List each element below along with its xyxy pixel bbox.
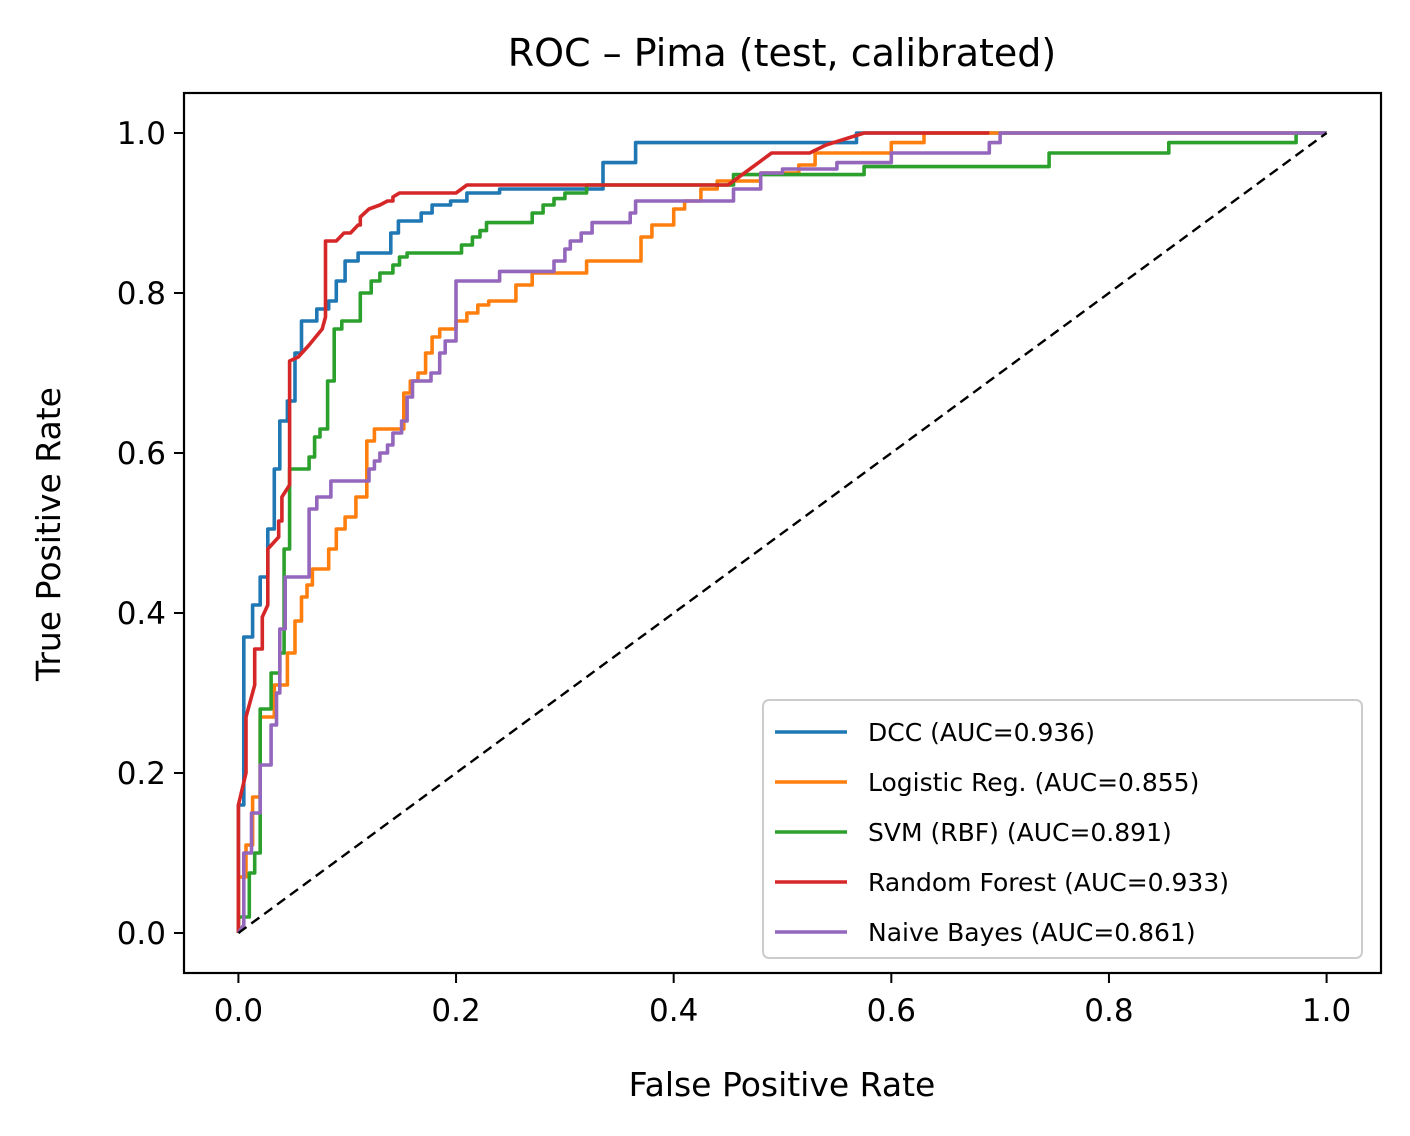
legend-label-random-forest: Random Forest (AUC=0.933) <box>868 868 1229 897</box>
legend-label-naive-bayes: Naive Bayes (AUC=0.861) <box>868 918 1196 947</box>
y-tick-label: 0.6 <box>117 436 166 472</box>
legend-label-logistic-reg: Logistic Reg. (AUC=0.855) <box>868 768 1199 797</box>
x-tick-label: 0.4 <box>649 993 698 1029</box>
x-tick-label: 1.0 <box>1302 993 1351 1029</box>
y-tick-label: 1.0 <box>117 116 166 152</box>
x-tick-label: 0.6 <box>867 993 916 1029</box>
chart-title: ROC – Pima (test, calibrated) <box>508 31 1057 75</box>
legend-label-dcc: DCC (AUC=0.936) <box>868 718 1095 747</box>
x-axis-ticks: 0.0 0.2 0.4 0.6 0.8 1.0 <box>214 973 1351 1029</box>
roc-line-logistic-reg <box>236 131 1327 933</box>
y-tick-label: 0.4 <box>117 596 166 632</box>
y-tick-label: 0.8 <box>117 276 166 312</box>
legend-label-svm: SVM (RBF) (AUC=0.891) <box>868 818 1172 847</box>
x-axis-label: False Positive Rate <box>629 1065 936 1104</box>
y-tick-label: 0.2 <box>117 756 166 792</box>
legend: DCC (AUC=0.936) Logistic Reg. (AUC=0.855)… <box>762 699 1363 959</box>
chance-diagonal-line <box>237 132 1328 934</box>
roc-line-naive-bayes <box>236 131 1327 935</box>
roc-line-random-forest <box>236 131 990 933</box>
plot-frame <box>182 91 1383 975</box>
x-tick-label: 0.8 <box>1084 993 1133 1029</box>
y-axis-label: True Positive Rate <box>29 387 68 682</box>
y-tick-label: 0.0 <box>117 916 166 952</box>
y-axis-ticks: 0.0 0.2 0.4 0.6 0.8 1.0 <box>117 116 184 952</box>
plot-lines <box>236 131 1328 935</box>
legend-box <box>762 699 1363 959</box>
x-tick-label: 0.2 <box>431 993 480 1029</box>
x-tick-label: 0.0 <box>214 993 263 1029</box>
